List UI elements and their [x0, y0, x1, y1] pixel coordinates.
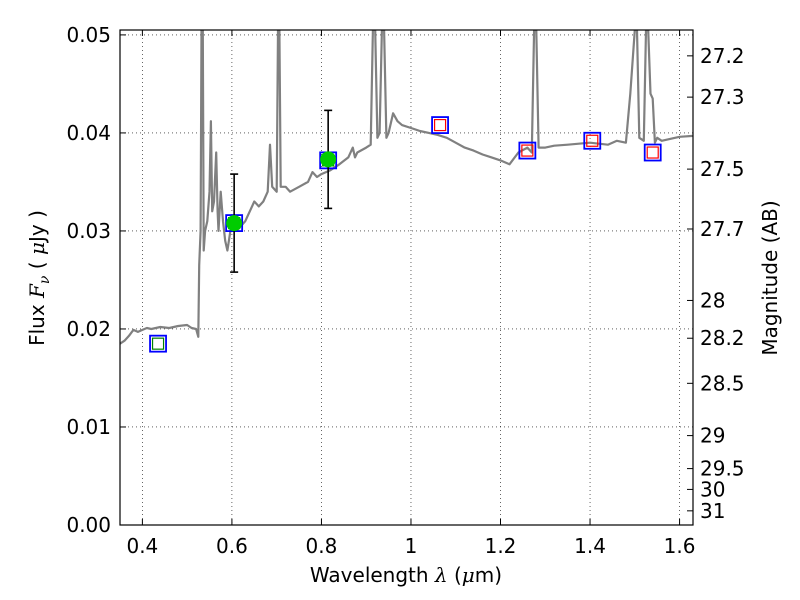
tick-layer: 0.4 0.6 0.8 1 1.2 1.4 1.6 0.00 0.01 0.02 0.03 0.04 0…	[66, 23, 744, 558]
right-axis-label: Magnitude (AB)	[758, 200, 782, 355]
y-tick-label: 0.01	[66, 415, 111, 439]
photometry-square	[149, 334, 167, 353]
photometry-square	[518, 141, 537, 160]
y-tick-label: 0.00	[66, 513, 111, 537]
y-tick-label: 0.03	[66, 219, 111, 243]
model-square	[433, 118, 447, 132]
x-tick-label: 0.6	[216, 534, 248, 558]
mag-tick-label: 27.3	[700, 85, 745, 109]
mag-tick-label: 29	[700, 424, 725, 448]
mag-tick-label: 29.5	[700, 457, 745, 481]
y-tick-label: 0.05	[66, 23, 111, 47]
detection-point	[320, 151, 337, 168]
mag-tick-label: 30	[700, 477, 725, 501]
mag-tick-label: 27.5	[700, 157, 745, 181]
model-square	[151, 337, 165, 350]
marker-layer	[149, 109, 662, 353]
mag-tick-label: 28.5	[700, 371, 745, 395]
mag-tick-label: 31	[700, 499, 725, 523]
mag-tick-label: 28.2	[700, 326, 745, 350]
y-axis-label: Flux Fν ( μJy )	[25, 210, 53, 346]
x-axis-label: Wavelength λ (μm)	[310, 563, 502, 587]
y-tick-label: 0.02	[66, 317, 111, 341]
x-tick-label: 0.4	[126, 534, 158, 558]
x-tick-label: 1.6	[664, 534, 696, 558]
photometry-square	[431, 116, 449, 134]
model-square	[646, 146, 659, 159]
photometry-square	[583, 131, 602, 150]
plot-frame	[119, 29, 694, 526]
mag-tick-label: 28	[700, 288, 725, 312]
spectrum-line	[120, 30, 693, 345]
detection-point	[226, 215, 243, 232]
y-tick-label: 0.04	[66, 121, 111, 145]
model-square	[586, 134, 599, 147]
photometry-square	[643, 143, 662, 162]
model-square	[521, 144, 534, 157]
x-tick-label: 0.8	[306, 534, 338, 558]
x-tick-label: 1.2	[485, 534, 517, 558]
grid-lines	[120, 30, 693, 526]
plot-area	[120, 30, 693, 525]
x-tick-label: 1.4	[574, 534, 606, 558]
x-tick-label: 1	[405, 534, 418, 558]
spectrum-layer	[120, 30, 693, 345]
mag-tick-label: 27.7	[700, 217, 745, 241]
mag-tick-label: 27.2	[700, 44, 745, 68]
